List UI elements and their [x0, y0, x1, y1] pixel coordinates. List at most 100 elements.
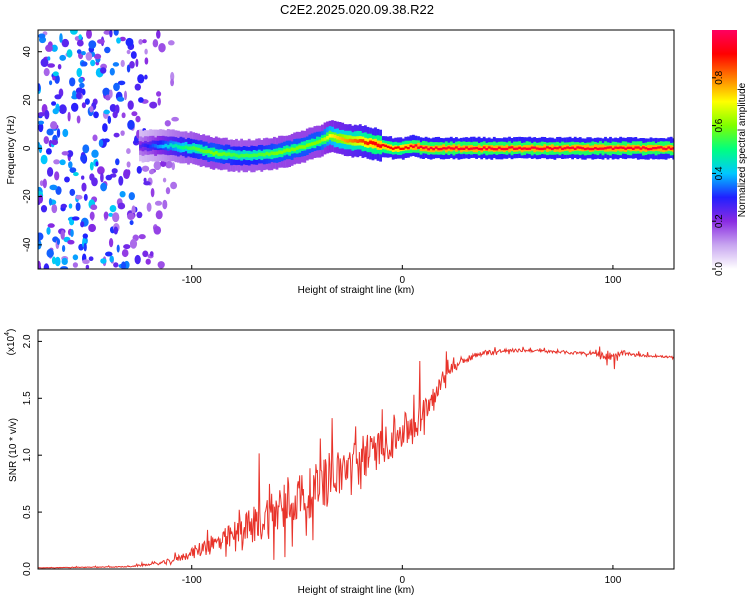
ridge-cell — [662, 147, 665, 150]
noise-blob — [98, 139, 104, 147]
ridge-cell — [351, 139, 355, 143]
ridge-cell — [457, 148, 461, 151]
ridge-cell — [568, 146, 572, 150]
ridge-cell — [333, 134, 337, 139]
ridge-cell — [230, 153, 233, 157]
ridge-cell — [614, 146, 617, 149]
noise-blob — [153, 160, 162, 171]
noise-blob — [90, 204, 98, 211]
y-tick-label: 40 — [22, 46, 33, 58]
ridge-cell — [576, 146, 580, 149]
ridge-cell — [601, 147, 605, 150]
noise-blob — [125, 37, 134, 47]
ridge-cell — [212, 152, 216, 156]
ridge-cell — [220, 152, 223, 157]
ridge-cell — [634, 146, 638, 149]
noise-blob — [60, 266, 69, 269]
ridge-cell — [667, 146, 671, 149]
ridge-cell — [523, 147, 526, 150]
ridge-cell — [283, 149, 286, 153]
noise-blob — [115, 158, 120, 166]
ridge-cell — [164, 143, 168, 148]
ridge-cell — [374, 141, 377, 146]
noise-blob — [76, 39, 84, 47]
ridge-cell — [465, 145, 468, 152]
ridge-cell — [452, 147, 456, 150]
noise-blob — [68, 161, 73, 169]
ridge-cell — [207, 149, 211, 154]
ridge-cell — [652, 147, 655, 150]
noise-blob — [38, 122, 44, 133]
noise-blob — [127, 119, 135, 130]
ridge-cell — [364, 140, 367, 145]
noise-blob — [165, 187, 171, 195]
ridge-cell — [437, 148, 441, 151]
ridge-cell — [553, 146, 557, 150]
ridge-cell — [247, 154, 251, 158]
noise-blob — [54, 94, 62, 100]
ridge-cell — [305, 143, 309, 148]
ridge-cell — [358, 139, 362, 143]
ridge-cell — [316, 140, 319, 145]
noise-blob — [78, 34, 82, 40]
snr-y-label: SNR (10 * v/v) — [8, 418, 19, 482]
ridge-cell — [348, 138, 352, 143]
ridge-cell — [543, 144, 547, 151]
ridge-cell — [515, 147, 519, 150]
noise-blob — [57, 63, 62, 70]
ridge-cell — [252, 153, 256, 157]
noise-blob — [105, 94, 111, 101]
noise-blob — [61, 257, 68, 265]
ridge-cell — [508, 146, 511, 149]
ridge-cell — [414, 144, 418, 147]
noise-blob — [142, 250, 149, 258]
ridge-cell — [669, 147, 673, 150]
y-tick-label: 2.0 — [22, 334, 33, 348]
noise-blob — [104, 46, 111, 54]
ridge-cell — [455, 146, 458, 149]
noise-blob — [47, 56, 51, 61]
ridge-cell — [401, 147, 405, 150]
noise-blob — [108, 212, 114, 217]
ridge-cell — [619, 146, 622, 149]
ridge-cell — [503, 147, 506, 151]
noise-blob — [51, 44, 58, 52]
ridge-cell — [149, 144, 152, 149]
spectrogram-frame — [37, 29, 675, 270]
noise-blob — [109, 30, 113, 38]
noise-blob — [93, 53, 102, 60]
noise-blob — [89, 211, 95, 220]
noise-blob — [136, 211, 143, 219]
y-tick-label: 1.0 — [22, 448, 33, 462]
noise-blob — [42, 178, 47, 189]
noise-blob — [67, 239, 75, 245]
ridge-cell — [328, 134, 332, 138]
ridge-cell — [636, 146, 640, 149]
ridge-cell — [414, 143, 418, 151]
noise-blob — [118, 175, 124, 186]
noise-blob — [157, 261, 165, 269]
noise-blob — [75, 202, 81, 212]
snr-multiplier-base: (x10 — [6, 335, 17, 355]
noise-blob — [109, 67, 115, 76]
noise-blob — [53, 159, 60, 165]
ridge-cell — [179, 145, 183, 150]
noise-blob — [144, 74, 148, 80]
noise-blob — [69, 167, 77, 173]
y-tick-label: 0.5 — [22, 505, 33, 519]
ridge-cell — [237, 154, 241, 159]
noise-blob — [100, 172, 104, 183]
ridge-cell — [455, 145, 458, 152]
noise-blob — [150, 187, 155, 198]
noise-blob — [76, 92, 82, 100]
noise-blob — [38, 260, 41, 269]
ridge-cell — [551, 144, 554, 151]
ridge-cell — [275, 151, 279, 155]
noise-blob — [149, 101, 158, 109]
noise-blob — [103, 211, 109, 220]
noise-blob — [88, 223, 96, 233]
ridge-cell — [318, 139, 322, 144]
ridge-cell — [530, 146, 534, 149]
noise-blob — [105, 174, 113, 181]
noise-blob — [127, 100, 134, 110]
